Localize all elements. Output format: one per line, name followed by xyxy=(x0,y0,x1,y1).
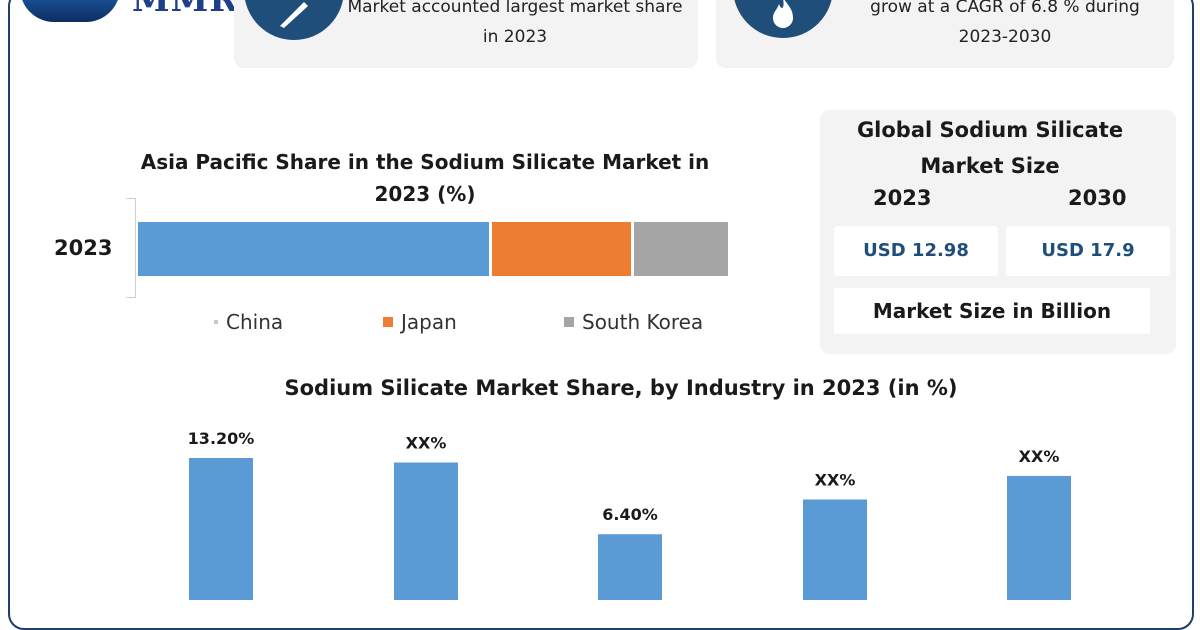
legend-label: South Korea xyxy=(582,310,704,334)
industry-bar xyxy=(394,462,458,600)
legend-label: China xyxy=(226,310,284,334)
asia-pacific-category-label: 2023 xyxy=(54,236,113,260)
asia-pacific-bar-segment xyxy=(138,222,489,276)
stat-text-cagr: grow at a CAGR of 6.8 % during 2023-2030 xyxy=(870,0,1140,47)
industry-bar-chart: 13.20% XX% 6.40% XX% XX% xyxy=(188,429,1071,600)
industry-bar xyxy=(598,534,662,600)
market-size-value-2023: USD 12.98 xyxy=(834,226,998,276)
market-size-year-2023: 2023 xyxy=(873,186,932,210)
industry-chart-title: Sodium Silicate Market Share, by Industr… xyxy=(284,376,958,400)
legend-swatch xyxy=(214,320,218,324)
legend-swatch xyxy=(564,317,574,327)
legend-label: Japan xyxy=(401,310,457,334)
pen-icon xyxy=(280,2,308,28)
industry-bar xyxy=(1007,475,1071,600)
industry-bar-label: XX% xyxy=(815,470,856,489)
industry-bar-label: XX% xyxy=(406,433,447,452)
market-size-unit: Market Size in Billion xyxy=(834,288,1150,334)
globe-logo-icon xyxy=(20,0,120,22)
market-size-title: Global Sodium Silicate Market Size xyxy=(856,118,1124,178)
industry-bar-label: XX% xyxy=(1019,447,1060,466)
industry-bar-label: 6.40% xyxy=(602,505,658,524)
logo: MMR xyxy=(20,0,240,28)
stat-text-region: Market accounted largest market share in… xyxy=(347,0,683,47)
industry-bar-label: 13.20% xyxy=(188,429,255,448)
legend-item: Japan xyxy=(383,310,457,334)
industry-bar xyxy=(803,499,867,600)
asia-pacific-bar-segment xyxy=(633,222,728,276)
industry-bar xyxy=(189,458,253,600)
asia-pacific-bar-segment xyxy=(492,222,631,276)
market-size-value-2030: USD 17.9 xyxy=(1006,226,1170,276)
market-size-year-2030: 2030 xyxy=(1068,186,1127,210)
legend-item: South Korea xyxy=(564,310,703,334)
legend-swatch xyxy=(383,317,393,327)
asia-pacific-chart-title: Asia Pacific Share in the Sodium Silicat… xyxy=(140,150,710,206)
legend-item: China xyxy=(214,310,283,334)
asia-pacific-axis xyxy=(126,198,136,298)
flame-icon xyxy=(773,0,793,28)
brand-name: MMR xyxy=(132,0,239,20)
